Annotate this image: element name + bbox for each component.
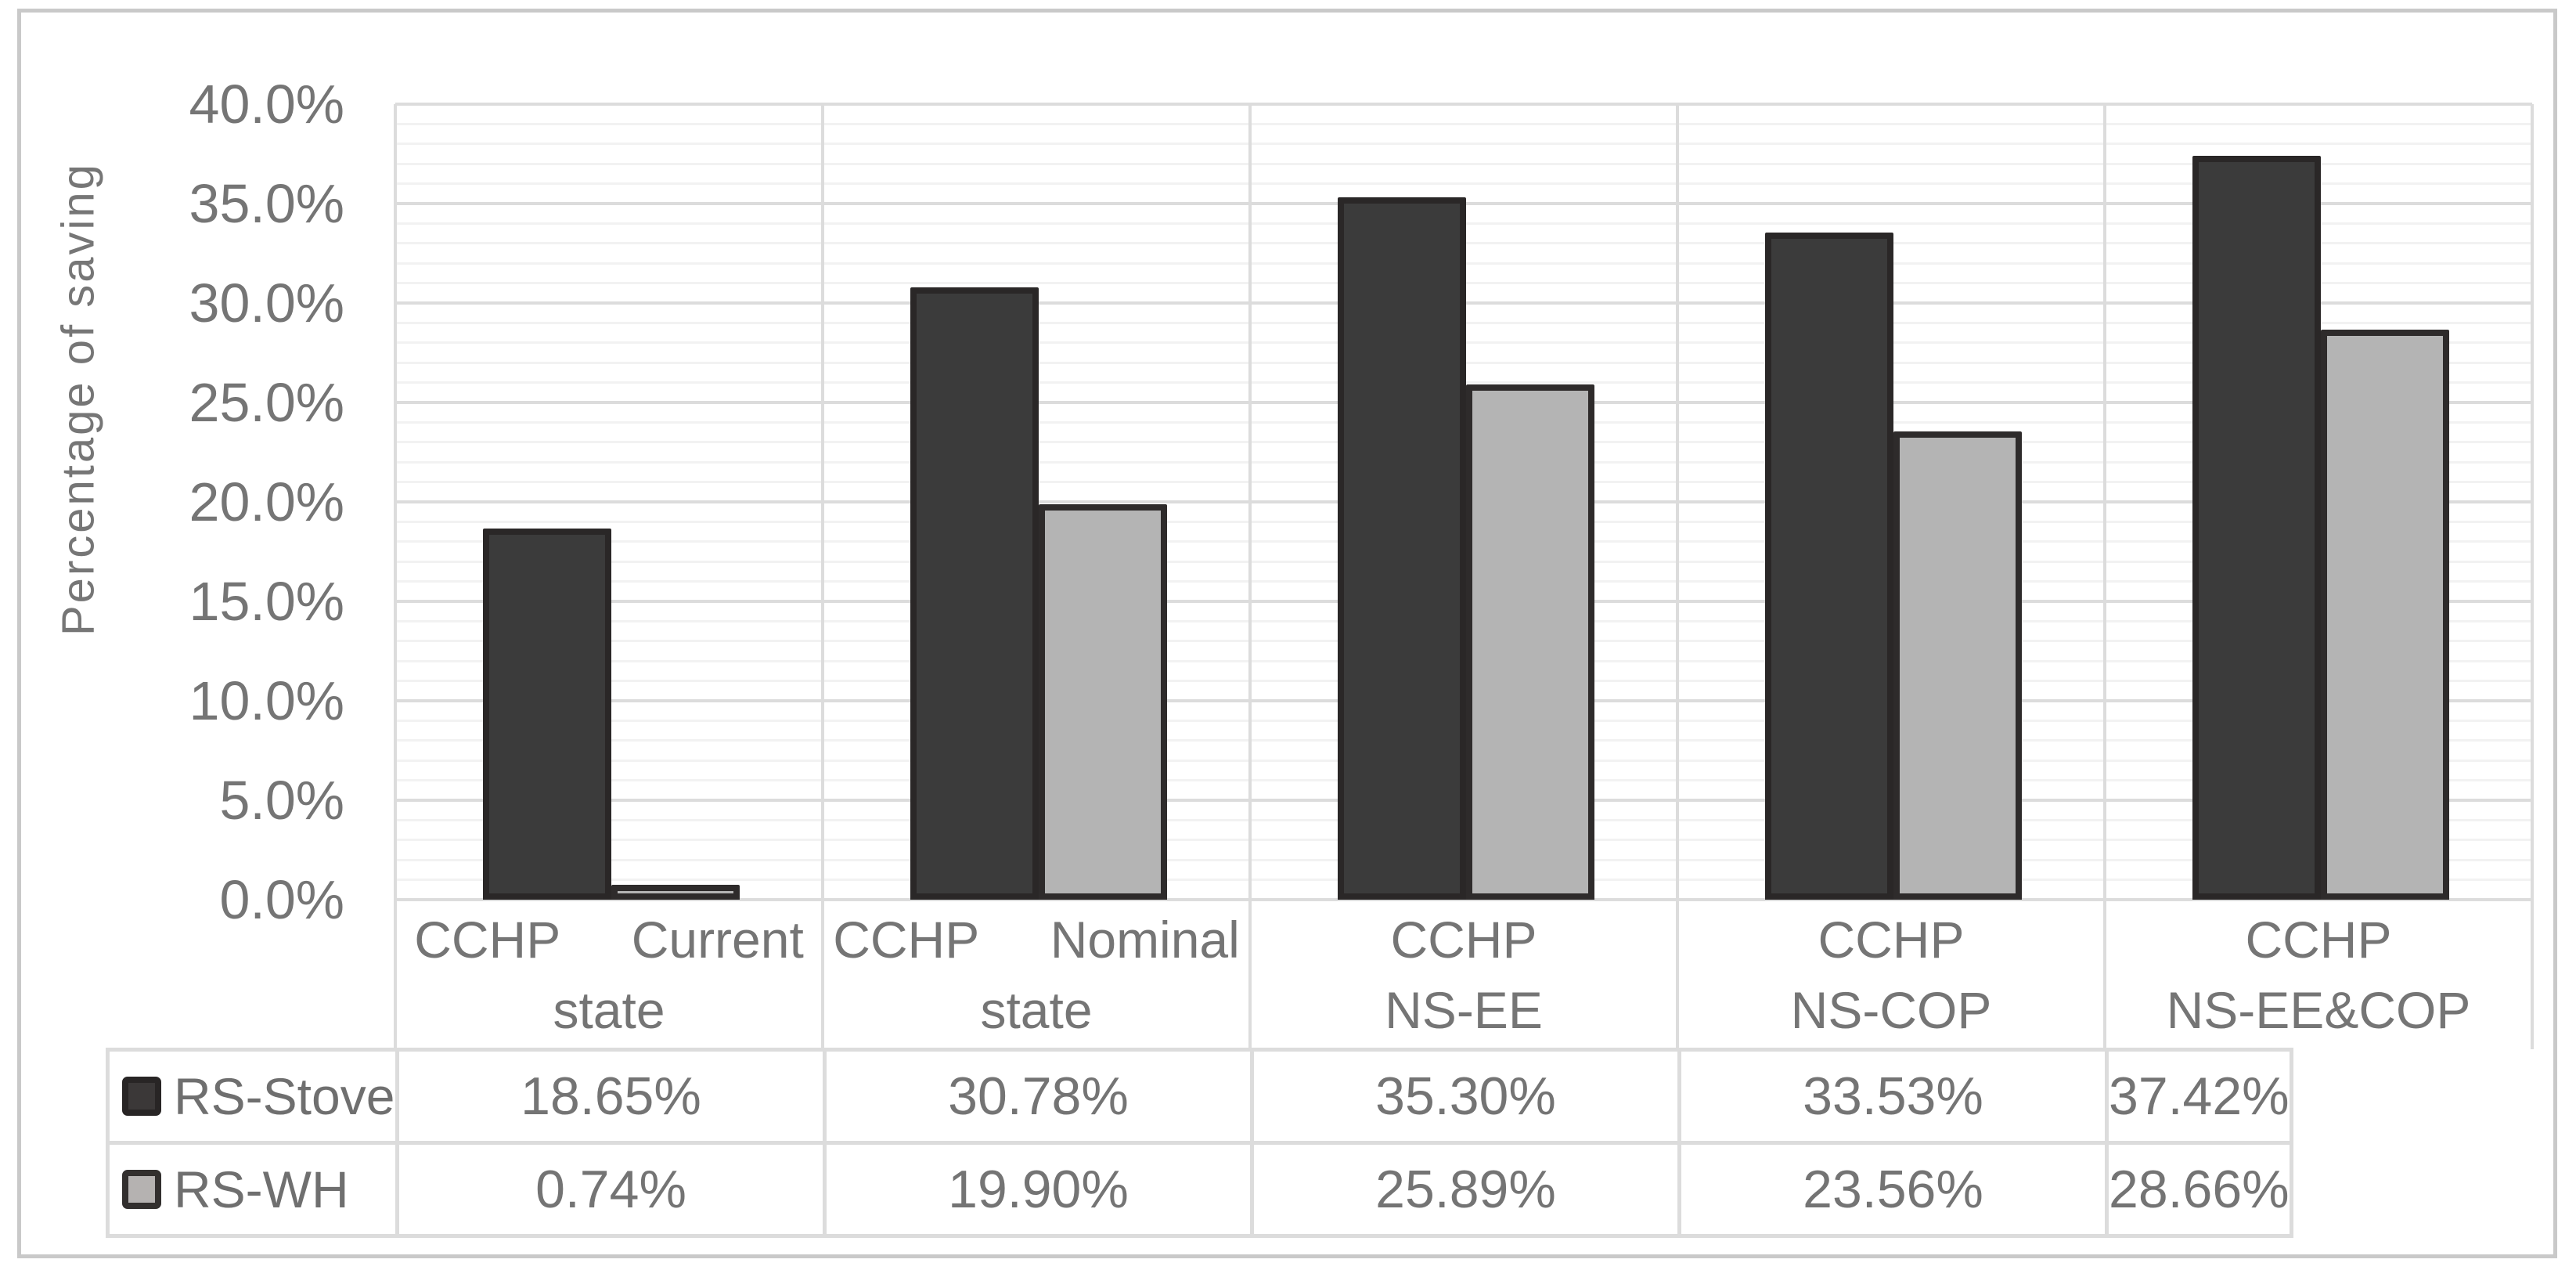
y-axis-tick-label: 15.0% [189, 571, 344, 632]
y-axis-tick-label: 0.0% [219, 869, 344, 930]
y-axis-tick-label: 30.0% [189, 272, 344, 334]
y-axis-tick-label: 25.0% [189, 372, 344, 433]
category-separator-line [394, 104, 397, 1049]
bar-rs-stove-cat2 [910, 287, 1039, 900]
gridline-minor [395, 182, 2532, 186]
legend-item-rs-stove: RS-Stove [106, 1048, 399, 1145]
gridline-minor [395, 143, 2532, 146]
legend-series-name: RS-WH [174, 1160, 349, 1218]
gridline-minor [395, 122, 2532, 125]
bar-rs-wh-cat2 [1039, 504, 1167, 900]
table-value-rs-stove-cat5: 37.42% [2105, 1048, 2293, 1145]
y-axis-tick-label: 5.0% [219, 770, 344, 831]
table-value-rs-stove-cat4: 33.53% [1677, 1048, 2109, 1145]
category-label: CCHP NS-EE [1385, 911, 1543, 1039]
bar-rs-wh-cat5 [2321, 330, 2449, 900]
legend-series-name: RS-Stove [174, 1067, 395, 1125]
category-separator-line [821, 104, 824, 1049]
category-separator-line [1248, 104, 1252, 1049]
table-value-rs-wh-cat4: 23.56% [1677, 1141, 2109, 1238]
bar-rs-stove-cat4 [1765, 233, 1893, 900]
table-value-rs-wh-cat5: 28.66% [2105, 1141, 2293, 1238]
category-label: CCHP NS-COP [1790, 911, 1992, 1039]
y-axis-tick-label: 10.0% [189, 670, 344, 731]
category-separator-line [2531, 104, 2534, 1049]
category-separator-line [1676, 104, 1679, 1049]
table-value-rs-stove-cat2: 30.78% [823, 1048, 1254, 1145]
table-value-rs-wh-cat3: 25.89% [1250, 1141, 1681, 1238]
bar-rs-stove-cat3 [1338, 197, 1466, 900]
y-axis-tick-label: 35.0% [189, 173, 344, 234]
bar-rs-wh-cat4 [1893, 431, 2022, 900]
legend-key-rs-wh-icon [122, 1170, 161, 1209]
bar-rs-wh-cat3 [1466, 384, 1594, 900]
category-label: CCHP Current state [414, 911, 804, 1039]
legend-item-rs-wh: RS-WH [106, 1141, 399, 1238]
table-value-rs-wh-cat2: 19.90% [823, 1141, 1254, 1238]
table-value-rs-wh-cat1: 0.74% [395, 1141, 827, 1238]
bar-rs-wh-cat1 [611, 885, 740, 900]
bar-rs-stove-cat5 [2192, 156, 2321, 900]
gridline-major [395, 898, 2532, 901]
table-value-rs-stove-cat1: 18.65% [395, 1048, 827, 1145]
category-separator-line [2103, 104, 2106, 1049]
y-axis-tick-label: 40.0% [189, 74, 344, 135]
category-label: CCHP NS-EE&COP [2166, 911, 2471, 1039]
category-label: CCHP Nominal state [833, 911, 1240, 1039]
bar-rs-stove-cat1 [483, 529, 611, 900]
legend-key-rs-stove-icon [122, 1077, 161, 1116]
gridline-minor [395, 162, 2532, 165]
y-axis-tick-label: 20.0% [189, 471, 344, 532]
gridline-major [395, 103, 2532, 106]
table-value-rs-stove-cat3: 35.30% [1250, 1048, 1681, 1145]
